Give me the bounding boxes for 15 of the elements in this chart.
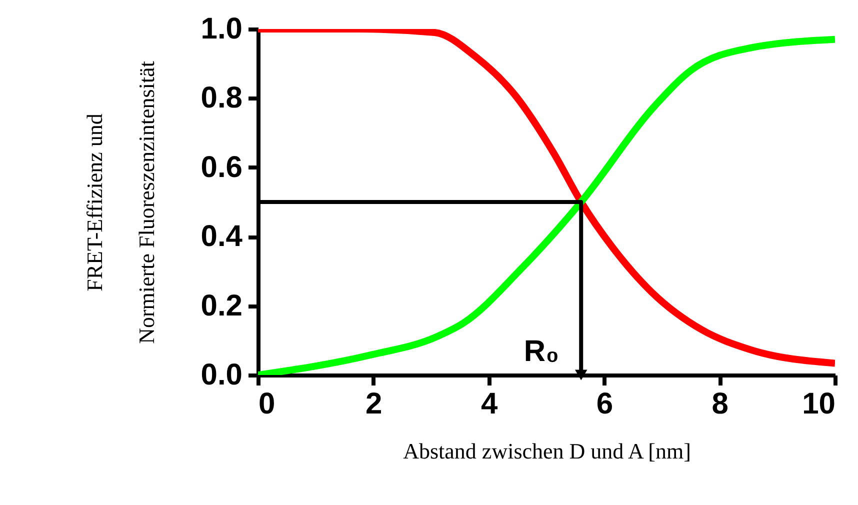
x-tick-label: 2 (366, 388, 382, 420)
text: FRET-Effizienz und Normierte Fluoreszenzintensität (82, 61, 159, 344)
x-tick-label: 8 (712, 388, 728, 420)
y-tick-label: 1.0 (200, 12, 242, 46)
y-tick-label: 0.6 (200, 150, 242, 184)
x-tick-label: 0 (258, 388, 276, 420)
y-tick-label: 0.0 (200, 358, 242, 392)
x-axis-title: Abstand zwischen D und A [nm] (403, 438, 691, 464)
y-tick-label: 0.4 (200, 220, 243, 254)
x-tick-label: 6 (596, 388, 614, 420)
annotation: R₀ (524, 335, 560, 368)
x-tick-label: 4 (480, 388, 498, 420)
y-tick-label: 0.2 (200, 289, 242, 322)
x-tick-label: 10 (802, 388, 836, 420)
y-tick-label: 0.8 (200, 82, 242, 115)
